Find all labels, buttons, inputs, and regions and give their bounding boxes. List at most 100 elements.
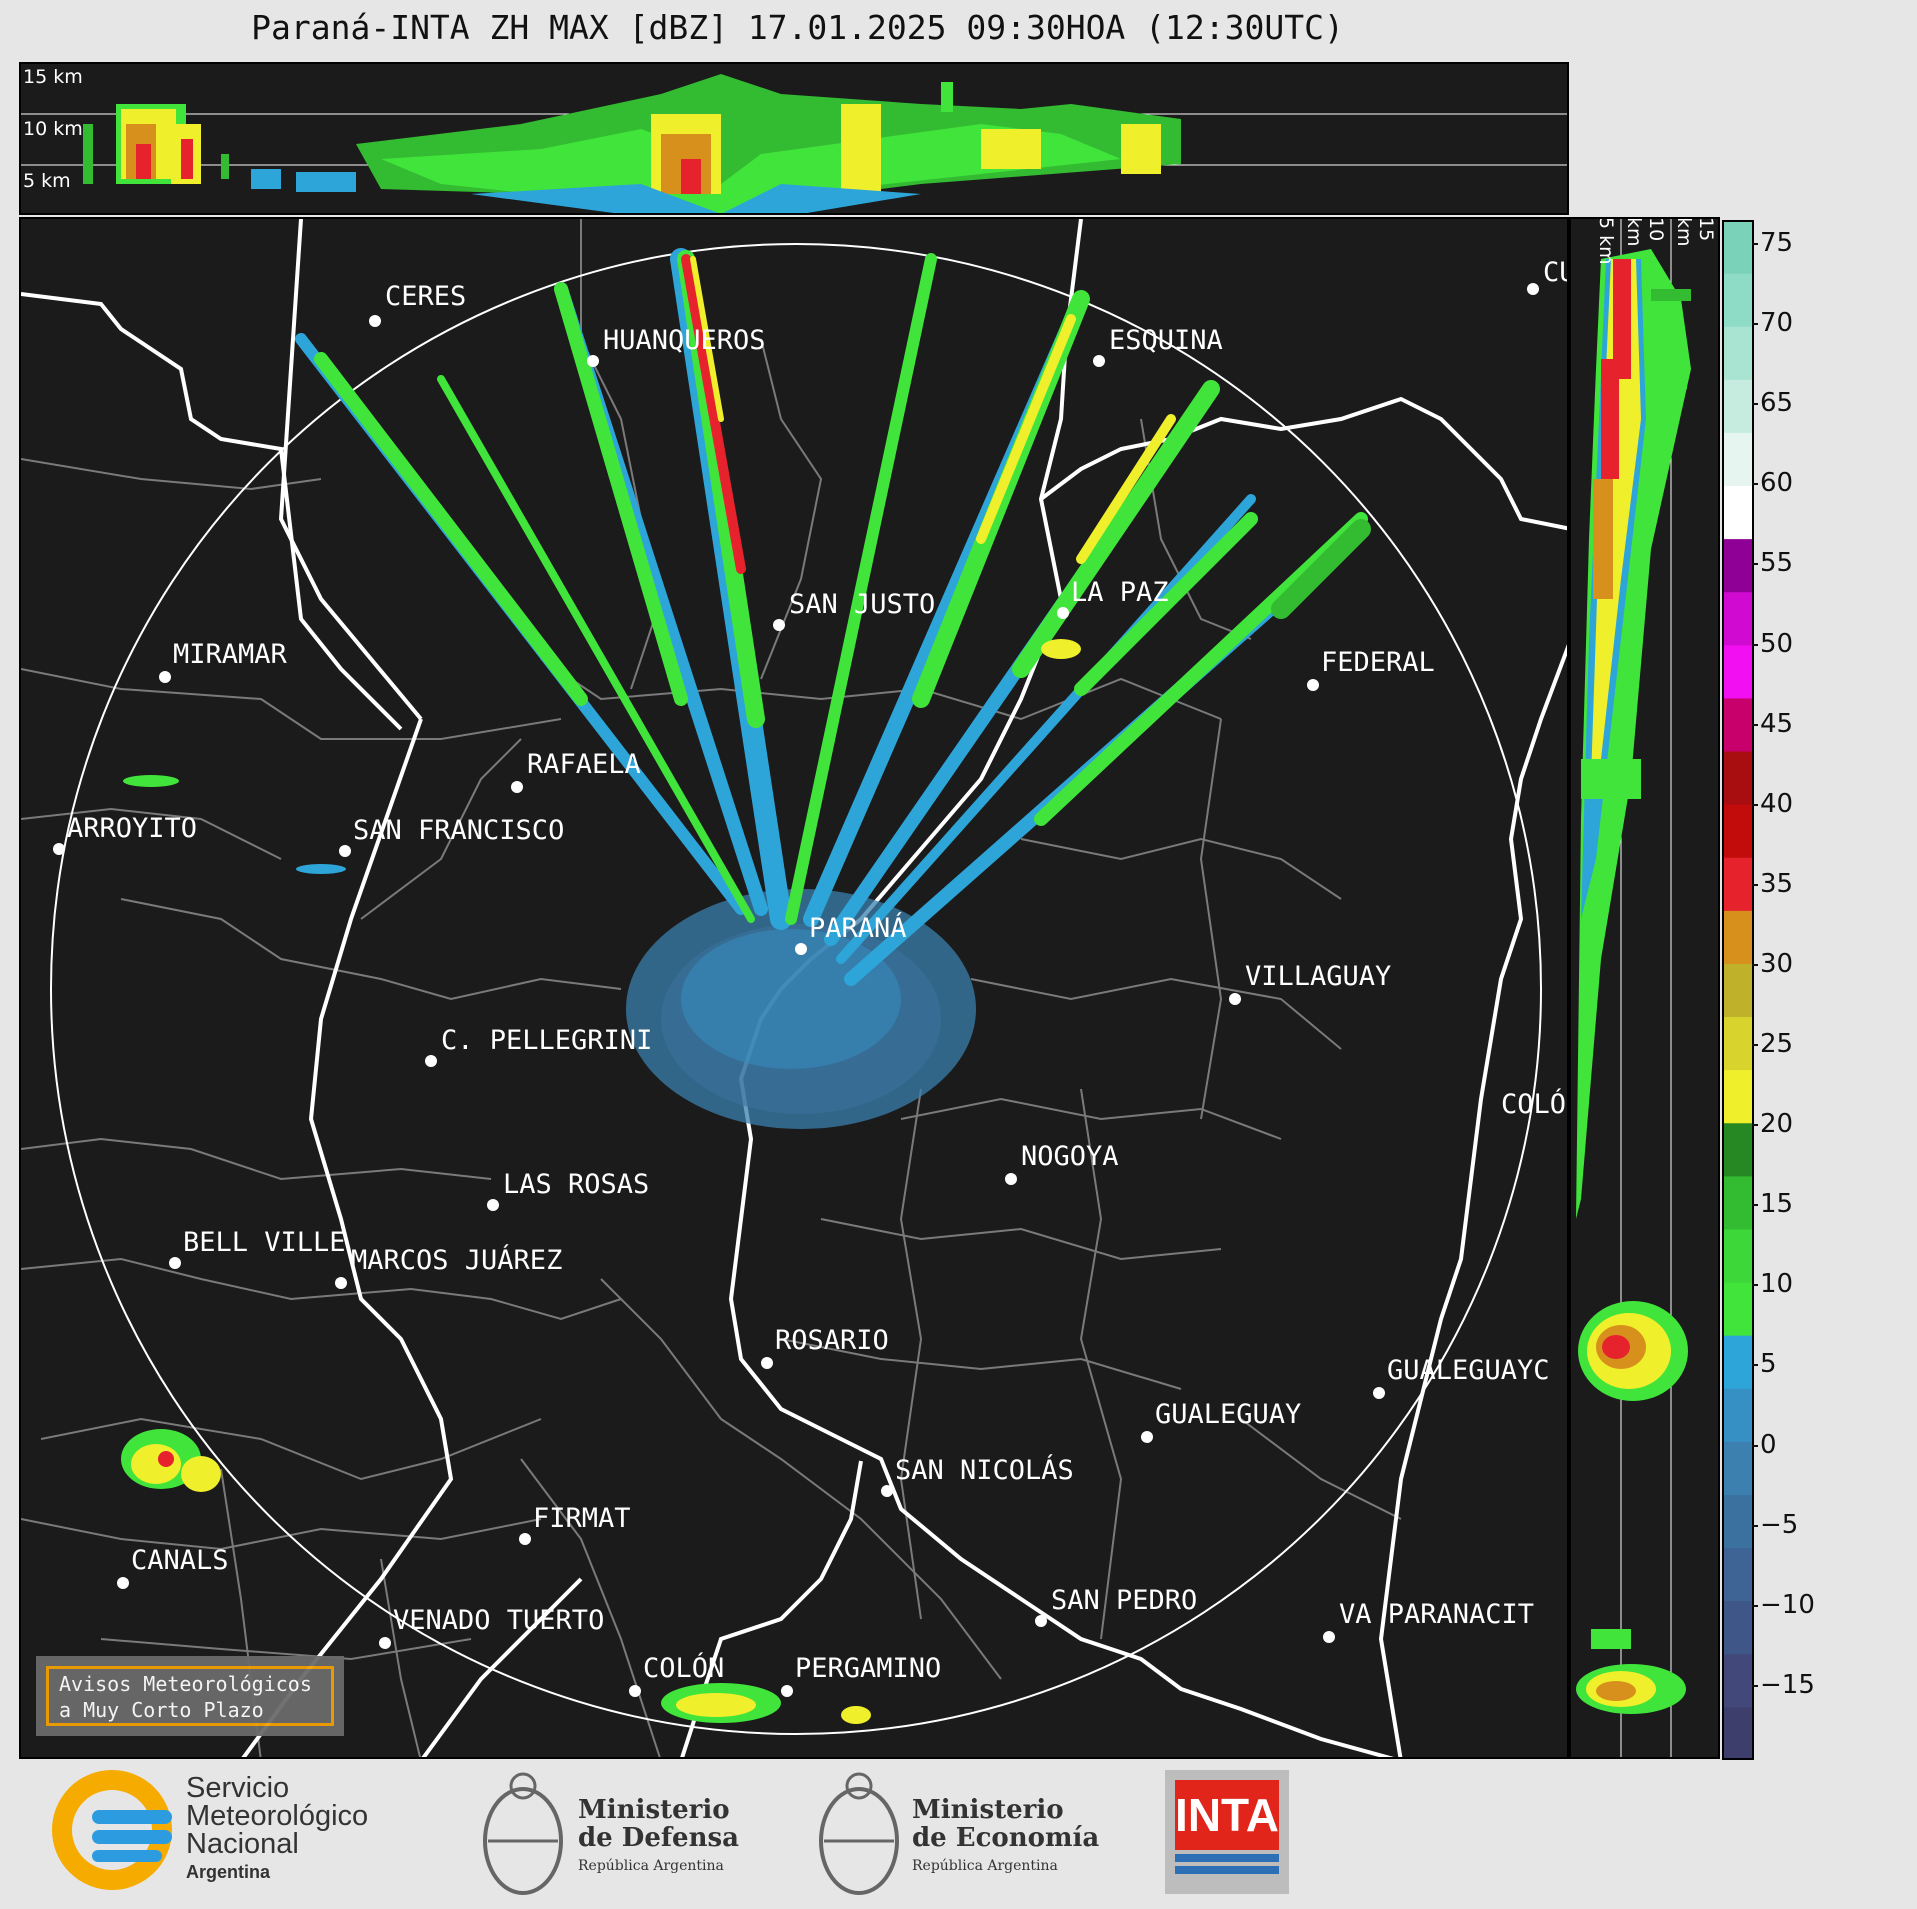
top-cross-section-panel: 15 km 10 km 5 km	[19, 62, 1569, 215]
side-cross-section-echoes	[1576, 219, 1691, 1757]
city-dot	[1323, 1631, 1335, 1643]
colorbar-step	[1722, 963, 1754, 1018]
argentina-coat-of-arms-icon	[483, 1772, 563, 1895]
colorbar-step	[1722, 857, 1754, 911]
city-label-arroyito: ARROYITO	[67, 813, 198, 844]
colorbar-step	[1722, 1175, 1754, 1230]
height-label-5km: 5 km	[1595, 217, 1617, 265]
smn-line-2: Meteorológico	[186, 1800, 369, 1832]
colorbar-tick-label: −15	[1752, 1669, 1815, 1700]
city-label-federal: FEDERAL	[1321, 647, 1435, 678]
colorbar-tick-label: 75	[1751, 228, 1794, 258]
city-dot	[519, 1533, 531, 1545]
city-label-nogoya: NOGOYA	[1021, 1141, 1119, 1172]
avisos-line-1: Avisos Meteorológicos	[59, 1672, 312, 1696]
colorbar-step	[1722, 1653, 1754, 1708]
city-dot	[369, 315, 381, 327]
colorbar-step	[1722, 538, 1754, 593]
colorbar-tick-label: −10	[1752, 1589, 1815, 1620]
colorbar-step	[1722, 273, 1754, 327]
top-cross-section-echoes	[21, 74, 1567, 213]
colorbar-step	[1722, 1228, 1754, 1283]
height-label-15km: 15 km	[1673, 217, 1717, 247]
colorbar-tick-label: 70	[1751, 308, 1794, 339]
city-dot	[781, 1685, 793, 1697]
colorbar-step	[1722, 326, 1754, 380]
city-label-rafaela: RAFAELA	[527, 749, 641, 780]
city-label-rosario: ROSARIO	[775, 1325, 889, 1356]
avisos-badge[interactable]: Avisos Meteorológicos a Muy Corto Plazo	[36, 1656, 344, 1736]
side-cross-section-panel: 5 km 10 km 15 km	[1569, 217, 1720, 1759]
colorbar-step	[1722, 432, 1754, 487]
colorbar-step	[1722, 910, 1754, 964]
colorbar-tick-label: 60	[1751, 468, 1794, 499]
height-label-10km: 10 km	[23, 118, 83, 140]
colorbar-step	[1722, 1122, 1754, 1177]
economia-line-2: de Economía	[912, 1823, 1100, 1853]
colorbar	[1722, 220, 1754, 1760]
colorbar-tick-label: 50	[1751, 628, 1794, 659]
city-dot	[761, 1357, 773, 1369]
colorbar-tick-label: 15	[1751, 1189, 1794, 1220]
city-label-san-justo: SAN JUSTO	[789, 589, 936, 620]
city-label-la-paz: LA PAZ	[1071, 577, 1169, 608]
city-dot	[53, 843, 65, 855]
city-label-colon: COLÓN	[643, 1653, 725, 1684]
city-label-las-rosas: LAS ROSAS	[503, 1169, 650, 1200]
city-dot	[1527, 283, 1539, 295]
city-dot	[795, 943, 807, 955]
inta-logo-text: INTA	[1175, 1780, 1279, 1850]
colorbar-tick-label: 10	[1751, 1269, 1794, 1300]
defensa-line-3: República Argentina	[578, 1858, 724, 1874]
colorbar-step	[1722, 751, 1754, 805]
colorbar-step	[1722, 1335, 1754, 1389]
colorbar-step	[1722, 1706, 1754, 1760]
city-dot	[425, 1055, 437, 1067]
city-label-pergamino: PERGAMINO	[795, 1653, 942, 1684]
city-label-san-pedro: SAN PEDRO	[1051, 1585, 1198, 1616]
smn-line-1: Servicio	[186, 1772, 290, 1804]
avisos-line-2: a Muy Corto Plazo	[59, 1698, 264, 1722]
city-label-colo: COLÓ	[1501, 1089, 1567, 1120]
city-label-bell-ville: BELL VILLE	[183, 1227, 346, 1258]
city-label-marcos-juarez: MARCOS JUÁREZ	[351, 1245, 563, 1276]
smn-line-4: Argentina	[186, 1862, 271, 1882]
colorbar-step	[1722, 1547, 1754, 1602]
city-dot	[1307, 679, 1319, 691]
colorbar-tick-label: 20	[1751, 1109, 1794, 1140]
colorbar-step	[1722, 485, 1754, 540]
inta-logo: INTA	[1165, 1770, 1289, 1894]
city-dot	[1141, 1431, 1153, 1443]
colorbar-step	[1722, 591, 1754, 646]
city-label-cu: CU	[1543, 257, 1567, 288]
city-label-gualeguay: GUALEGUAY	[1155, 1399, 1302, 1430]
city-dot	[335, 1277, 347, 1289]
colorbar-tick-label: 30	[1751, 948, 1794, 979]
city-dot	[379, 1637, 391, 1649]
smn-line-3: Nacional	[186, 1828, 299, 1860]
city-dot	[1057, 607, 1069, 619]
colorbar-step	[1722, 1388, 1754, 1442]
colorbar-step	[1722, 1069, 1754, 1124]
colorbar-step	[1722, 1282, 1754, 1336]
city-dot	[117, 1577, 129, 1589]
colorbar-tick-label: 5	[1752, 1349, 1777, 1380]
colorbar-tick-label: 40	[1751, 788, 1794, 819]
colorbar-tick-label: 0	[1752, 1429, 1777, 1460]
city-dot	[881, 1485, 893, 1497]
colorbar-step	[1722, 644, 1754, 699]
defensa-line-2: de Defensa	[578, 1823, 739, 1853]
city-label-huanqueros: HUANQUEROS	[603, 325, 766, 356]
city-dot	[1093, 355, 1105, 367]
city-label-miramar: MIRAMAR	[173, 639, 287, 670]
city-label-canals: CANALS	[131, 1545, 229, 1576]
city-dot	[339, 845, 351, 857]
colorbar-tick-label: 35	[1751, 868, 1794, 899]
city-label-gualeguayc: GUALEGUAYC	[1387, 1355, 1550, 1386]
height-label-15km: 15 km	[23, 66, 83, 88]
economia-line-1: Ministerio	[912, 1795, 1064, 1825]
city-label-venado-tuerto: VENADO TUERTO	[393, 1605, 605, 1636]
city-label-parana: PARANÁ	[809, 913, 907, 944]
colorbar-step	[1722, 1016, 1754, 1071]
city-dot	[587, 355, 599, 367]
